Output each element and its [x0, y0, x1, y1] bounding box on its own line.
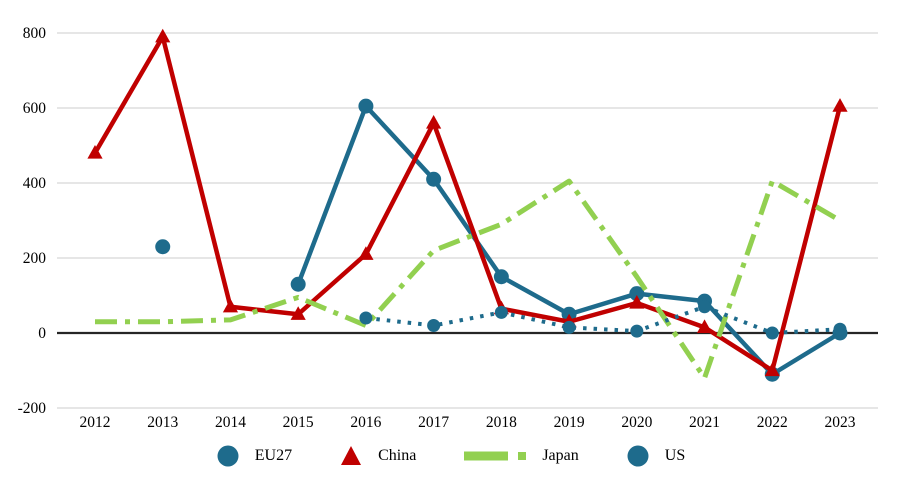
x-tick-label-2018: 2018: [486, 414, 517, 431]
marker-us-2016: [359, 311, 373, 325]
x-tick-label-2017: 2017: [418, 414, 449, 431]
legend-item-eu27: EU27: [215, 444, 292, 468]
x-tick-label-2021: 2021: [689, 414, 720, 431]
marker-eu27-2020: [629, 286, 645, 302]
marker-china-2022: [764, 362, 780, 377]
marker-china-2015: [290, 306, 306, 320]
china-triangle-marker-icon: [338, 444, 364, 468]
marker-us-2022: [765, 326, 779, 340]
marker-china-2020: [629, 295, 645, 309]
marker-china-2021: [696, 319, 713, 333]
marker-us-2017: [427, 319, 441, 332]
marker-us-2020: [630, 324, 644, 338]
japan-dash-dot-swatch-icon: [462, 444, 528, 468]
x-tick-label-2016: 2016: [350, 414, 381, 431]
chart-legend: EU27 China Japan US: [0, 444, 900, 468]
legend-item-japan: Japan: [462, 444, 579, 468]
x-tick-label-2022: 2022: [757, 414, 788, 431]
legend-label-us: US: [664, 447, 686, 464]
marker-us-2019: [562, 320, 576, 334]
marker-eu27-2013: [155, 239, 171, 255]
legend-item-china: China: [338, 444, 416, 468]
x-tick-label-2019: 2019: [554, 414, 585, 431]
marker-china-2014: [222, 298, 239, 313]
legend-item-us: US: [625, 444, 685, 468]
marker-china-2016: [358, 246, 374, 260]
series-line-china: [93, 34, 843, 373]
series-line-japan: [95, 178, 842, 381]
marker-us-2021: [698, 300, 712, 314]
x-tick-label-2023: 2023: [825, 414, 856, 431]
marker-eu27-2017: [426, 171, 442, 187]
marker-us-2023: [833, 322, 847, 336]
plot-area: 800 600 400 200 0 -200 2012 2013 2014 2015 2016 201…: [18, 25, 878, 431]
x-tick-label-2020: 2020: [621, 414, 652, 431]
x-tick-label-2012: 2012: [80, 414, 111, 431]
legend-label-china: China: [378, 447, 417, 464]
marker-china-2017: [426, 115, 442, 129]
x-tick-label-2014: 2014: [215, 414, 246, 431]
marker-us-2018: [494, 305, 508, 319]
marker-eu27-2018: [493, 269, 509, 285]
y-tick-label-800: 800: [23, 25, 47, 42]
marker-china-2012: [87, 145, 103, 159]
eu27-circle-marker-icon: [215, 444, 241, 468]
x-tick-label-2013: 2013: [147, 414, 178, 431]
legend-label-eu27: EU27: [254, 447, 293, 464]
y-tick-label-600: 600: [23, 100, 47, 117]
x-tick-label-2015: 2015: [283, 414, 314, 431]
y-tick-label--200: -200: [18, 400, 47, 417]
y-tick-label-200: 200: [23, 250, 47, 267]
legend-label-japan: Japan: [542, 447, 579, 464]
marker-eu27-2015: [290, 276, 306, 292]
marker-eu27-2016: [358, 98, 374, 114]
y-tick-label-0: 0: [38, 325, 46, 342]
us-circle-marker-icon: [625, 444, 651, 468]
y-tick-label-400: 400: [23, 175, 47, 192]
marker-china-2013: [155, 28, 171, 43]
marker-china-2023: [832, 98, 848, 112]
